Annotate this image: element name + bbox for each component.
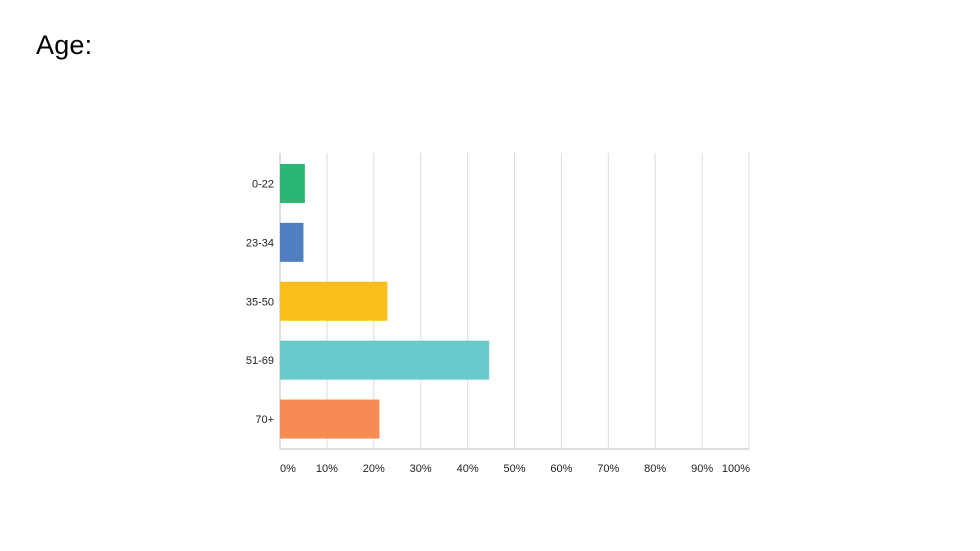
category-label: 0-22: [252, 178, 274, 190]
x-tick-label: 50%: [503, 463, 525, 475]
x-tick-label: 40%: [457, 463, 479, 475]
bar-35-50: [280, 281, 388, 321]
category-label: 51-69: [246, 355, 274, 367]
x-tick-label: 100%: [722, 463, 750, 475]
page-title: Age:: [36, 30, 93, 60]
bars: [280, 163, 490, 439]
category-label: 23-34: [246, 237, 274, 249]
category-labels: 0-22 23-34 35-50 51-69 70+: [246, 178, 274, 426]
x-tick-label: 90%: [691, 463, 713, 475]
bar-23-34: [280, 222, 304, 262]
category-label: 35-50: [246, 296, 274, 308]
x-tick-label: 60%: [550, 463, 572, 475]
x-tick-label: 70%: [597, 463, 619, 475]
bar-51-69: [280, 340, 490, 380]
category-label: 70+: [255, 414, 274, 426]
x-tick-label: 20%: [363, 463, 385, 475]
x-tick-label: 30%: [410, 463, 432, 475]
x-tick-label: 80%: [644, 463, 666, 475]
x-tick-label: 10%: [316, 463, 338, 475]
x-tick-labels: 0% 10% 20% 30% 40% 50% 60% 70% 80% 90% 100%: [280, 463, 750, 475]
x-tick-label: 0%: [280, 463, 296, 475]
bar-0-22: [280, 163, 305, 203]
bar-70+: [280, 399, 380, 439]
